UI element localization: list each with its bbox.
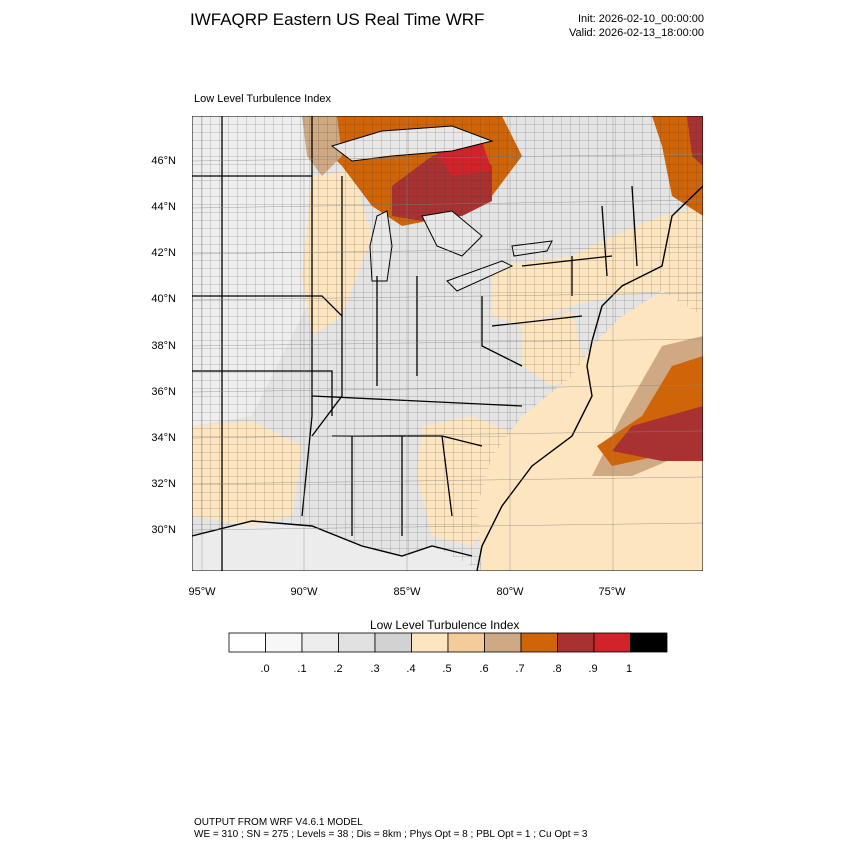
colorbar-swatch: [374, 632, 412, 653]
colorbar: [228, 632, 668, 653]
colorbar-swatch: [265, 632, 303, 653]
gulf-of-mexico: [192, 521, 482, 571]
coastline: [192, 185, 703, 571]
colorbar-swatch: [484, 632, 522, 653]
state-boundaries: [192, 116, 638, 571]
colorbar-label: .1: [297, 663, 307, 675]
lat-label-42: 42°N: [151, 247, 176, 259]
map-subtitle: Low Level Turbulence Index: [194, 93, 331, 105]
red-region-offshore: [612, 406, 703, 461]
county-boundaries: [192, 116, 703, 571]
colorbar-title: Low Level Turbulence Index: [370, 618, 520, 632]
lat-label-44: 44°N: [151, 201, 176, 213]
colorbar-swatch: [520, 632, 558, 653]
init-time: Init: 2026-02-10_00:00:00: [578, 13, 704, 25]
lon-label-85: 85°W: [393, 586, 421, 598]
colorbar-label: .2: [333, 663, 343, 675]
colorbar-swatch: [630, 632, 668, 653]
lat-label-40: 40°N: [151, 293, 176, 305]
colorbar-swatch: [301, 632, 339, 653]
colorbar-label: .5: [442, 663, 452, 675]
colorbar-swatch: [593, 632, 631, 653]
colorbar-label: .3: [370, 663, 380, 675]
colorbar-label: 1: [625, 663, 633, 675]
colorbar-label: .7: [515, 663, 525, 675]
lat-label-46: 46°N: [151, 155, 176, 167]
lat-label-32: 32°N: [151, 478, 176, 490]
colorbar-swatch: [411, 632, 449, 653]
colorbar-label: .9: [588, 663, 598, 675]
colorbar-swatch: [228, 632, 266, 653]
graticule: [192, 116, 703, 571]
atlantic-ocean: [477, 276, 703, 571]
lon-label-95: 95°W: [188, 586, 216, 598]
footer-config-info: WE = 310 ; SN = 275 ; Levels = 38 ; Dis …: [194, 829, 588, 840]
lon-label-75: 75°W: [598, 586, 626, 598]
colorbar-swatch: [447, 632, 485, 653]
lat-label-38: 38°N: [151, 340, 176, 352]
lat-label-30: 30°N: [151, 524, 176, 536]
colorbar-label: .8: [552, 663, 562, 675]
colorbar-swatch: [557, 632, 595, 653]
colorbar-label: .0: [260, 663, 270, 675]
lon-label-80: 80°W: [496, 586, 524, 598]
lat-label-34: 34°N: [151, 432, 176, 444]
colorbar-swatch: [338, 632, 376, 653]
colorbar-label: .4: [406, 663, 416, 675]
colorbar-label: .6: [479, 663, 489, 675]
lat-label-36: 36°N: [151, 386, 176, 398]
footer-model-info: OUTPUT FROM WRF V4.6.1 MODEL: [194, 817, 363, 828]
plot-title: IWFAQRP Eastern US Real Time WRF: [190, 10, 485, 29]
lon-label-90: 90°W: [290, 586, 318, 598]
valid-time: Valid: 2026-02-13_18:00:00: [569, 27, 704, 39]
turbulence-map: [192, 116, 703, 571]
